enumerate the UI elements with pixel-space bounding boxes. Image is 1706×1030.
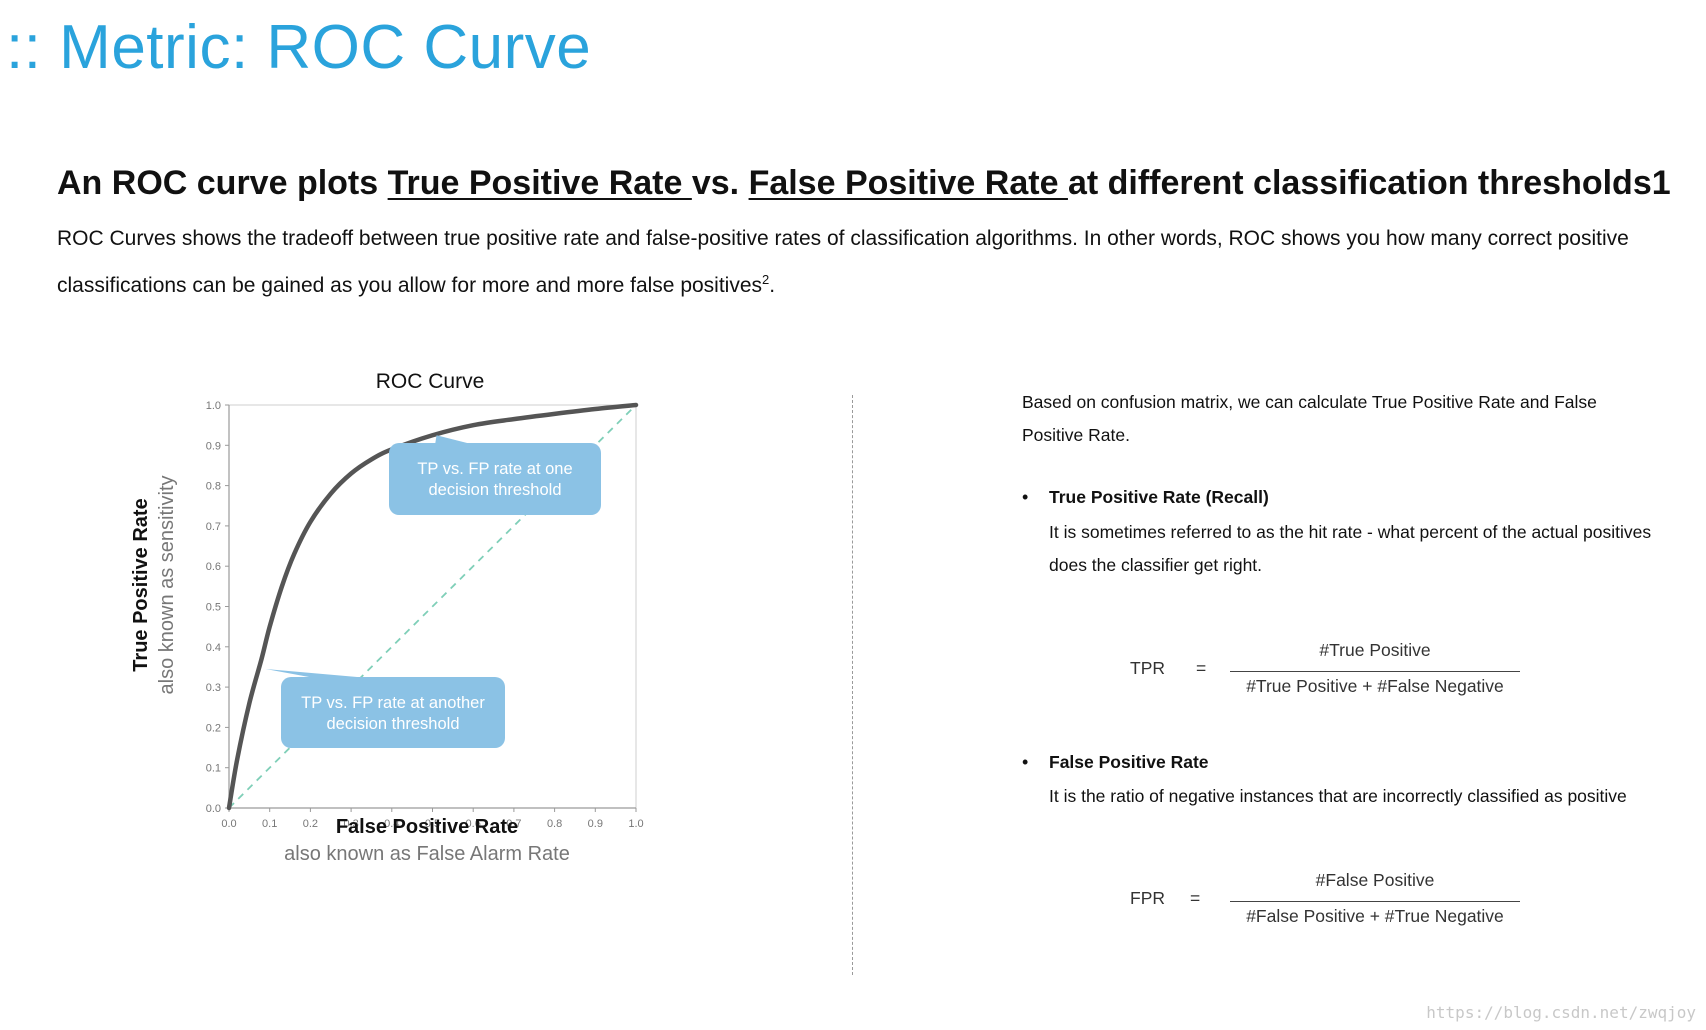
y-tick-label: 0.3	[206, 682, 221, 694]
callout-box	[281, 677, 505, 748]
callout-text: TP vs. FP rate at another	[301, 694, 485, 712]
roc-chart-svg: ROC Curve 0.0 0.1 0.2 0.3 0.4 0.5 0.6 0.7 0.8 0.9…	[130, 370, 644, 865]
y-tick-label: 0.5	[206, 602, 221, 614]
tpr-formula-equals: =	[1196, 658, 1207, 678]
roc-curve-line	[226, 402, 639, 811]
x-tick-label: 0.9	[588, 818, 603, 830]
chart-title: ROC Curve	[376, 370, 485, 393]
fpr-formula-equals: =	[1190, 888, 1201, 908]
roc-curve-layer	[226, 402, 639, 811]
y-tick-label: 0.6	[206, 561, 221, 573]
fpr-fraction-bar	[1230, 901, 1520, 902]
fpr-formula-numerator: #False Positive	[1315, 870, 1435, 890]
headline-text-2: vs.	[691, 164, 749, 202]
bullet-fpr: •	[1022, 752, 1029, 772]
x-tick-label: 0.6	[466, 818, 481, 830]
fpr-heading: False Positive Rate	[1049, 752, 1209, 772]
callout-box	[389, 443, 601, 515]
callout-pointer	[435, 435, 475, 445]
x-axis-sublabel: also known as False Alarm Rate	[284, 843, 570, 865]
confusion-matrix-intro: Based on confusion matrix, we can calcul…	[1022, 392, 1597, 445]
headline-text-3: at different classification thresholds1	[1067, 164, 1671, 202]
bullet-tpr: •	[1022, 487, 1029, 507]
x-tick-label: 0.7	[506, 818, 521, 830]
callout-2: TP vs. FP rate at another decision thresh…	[265, 668, 505, 748]
x-tick-label: 0.8	[547, 818, 562, 830]
intro-paragraph: ROC Curves shows the tradeoff between tr…	[57, 218, 1677, 306]
tpr-formula-denominator: #True Positive + #False Negative	[1246, 676, 1504, 696]
headline: An ROC curve plots True Positive Rate vs…	[57, 164, 1671, 203]
y-tick-label: 0.0	[206, 803, 221, 815]
x-axis-label: False Positive Rate	[336, 816, 518, 838]
callout-text: TP vs. FP rate at one	[417, 460, 572, 478]
watermark: https://blog.csdn.net/zwqjoy	[1426, 1003, 1696, 1022]
x-tick-label: 0.3	[343, 818, 358, 830]
roc-chart: ROC Curve 0.0 0.1 0.2 0.3 0.4 0.5 0.6 0.7 0.8 0.9…	[130, 370, 730, 950]
x-tick-label: 0.5	[425, 818, 440, 830]
callout-1: TP vs. FP rate at one decision threshold	[389, 435, 601, 515]
intro-text: ROC Curves shows the tradeoff between tr…	[57, 227, 1629, 297]
fpr-formula-lhs: FPR	[1130, 888, 1165, 908]
y-tick-label: 1.0	[206, 400, 221, 412]
x-tick-label: 0.1	[262, 818, 277, 830]
y-axis-sublabel: also known as sensitivity	[156, 476, 178, 695]
tpr-formula: TPR = #True Positive #True Positive + #F…	[1130, 640, 1520, 700]
tpr-description: It is sometimes referred to as the hit r…	[1049, 522, 1652, 575]
intro-end: .	[769, 274, 776, 297]
y-tick-label: 0.4	[206, 642, 221, 654]
y-tick-label: 0.2	[206, 722, 221, 734]
chart-axes: 0.0 0.1 0.2 0.3 0.4 0.5 0.6 0.7 0.8 0.9 1.0 0.0 0.1 0…	[206, 400, 644, 830]
fpr-description: It is the ratio of negative instances th…	[1049, 786, 1627, 806]
headline-link-tpr[interactable]: True Positive Rate	[387, 164, 692, 202]
tpr-heading: True Positive Rate (Recall)	[1049, 487, 1269, 507]
section-divider	[852, 395, 853, 975]
y-tick-label: 0.7	[206, 521, 221, 533]
callout-text: decision threshold	[429, 481, 562, 499]
tpr-formula-lhs: TPR	[1130, 658, 1165, 678]
y-tick-label: 0.1	[206, 763, 221, 775]
page-title: :: Metric: ROC Curve	[6, 13, 592, 82]
x-tick-label: 0.2	[303, 818, 318, 830]
callout-text: decision threshold	[327, 715, 460, 733]
x-tick-label: 0.4	[384, 818, 399, 830]
tpr-fraction-bar	[1230, 671, 1520, 672]
fpr-formula: FPR = #False Positive #False Positive + …	[1130, 870, 1520, 930]
footnote-ref: 2	[762, 272, 770, 287]
fpr-formula-denominator: #False Positive + #True Negative	[1246, 906, 1504, 926]
headline-text-1: An ROC curve plots	[57, 164, 388, 202]
tpr-formula-numerator: #True Positive	[1319, 640, 1431, 660]
headline-link-fpr[interactable]: False Positive Rate	[748, 164, 1068, 202]
y-axis-label: True Positive Rate	[130, 498, 152, 671]
y-tick-label: 0.9	[206, 440, 221, 452]
x-tick-label: 1.0	[628, 818, 643, 830]
callout-pointer	[265, 668, 380, 679]
x-tick-label: 0.0	[221, 818, 236, 830]
y-tick-label: 0.8	[206, 481, 221, 493]
